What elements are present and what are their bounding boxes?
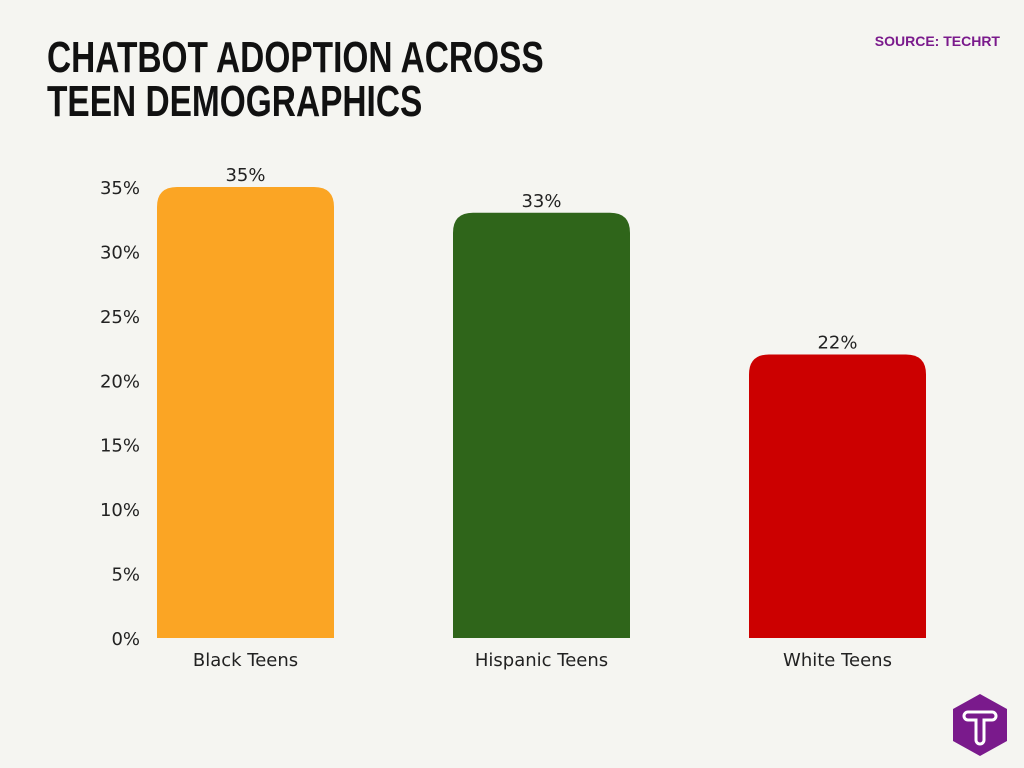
y-tick-label: 35% xyxy=(100,178,140,199)
y-tick-label: 0% xyxy=(111,629,140,650)
y-tick-label: 10% xyxy=(100,500,140,521)
y-tick-label: 5% xyxy=(111,565,140,586)
data-label: 22% xyxy=(817,333,857,354)
y-tick-label: 15% xyxy=(100,436,140,457)
bar-hispanic-teens xyxy=(453,212,630,638)
y-tick-label: 25% xyxy=(100,307,140,328)
data-label: 33% xyxy=(521,191,561,212)
source-label: SOURCE: TECHRT xyxy=(874,33,1000,49)
y-tick-label: 30% xyxy=(100,242,140,263)
chart-title: Chatbot Adoption Across Teen Demographic… xyxy=(47,33,544,126)
data-label: 35% xyxy=(225,165,265,186)
x-category-label: Black Teens xyxy=(193,650,298,671)
x-category-label: White Teens xyxy=(783,650,892,671)
y-tick-label: 20% xyxy=(100,371,140,392)
x-category-label: Hispanic Teens xyxy=(475,650,608,671)
bar-white-teens xyxy=(749,354,926,638)
bar-black-teens xyxy=(157,187,334,638)
techrt-logo-icon xyxy=(953,694,1007,756)
